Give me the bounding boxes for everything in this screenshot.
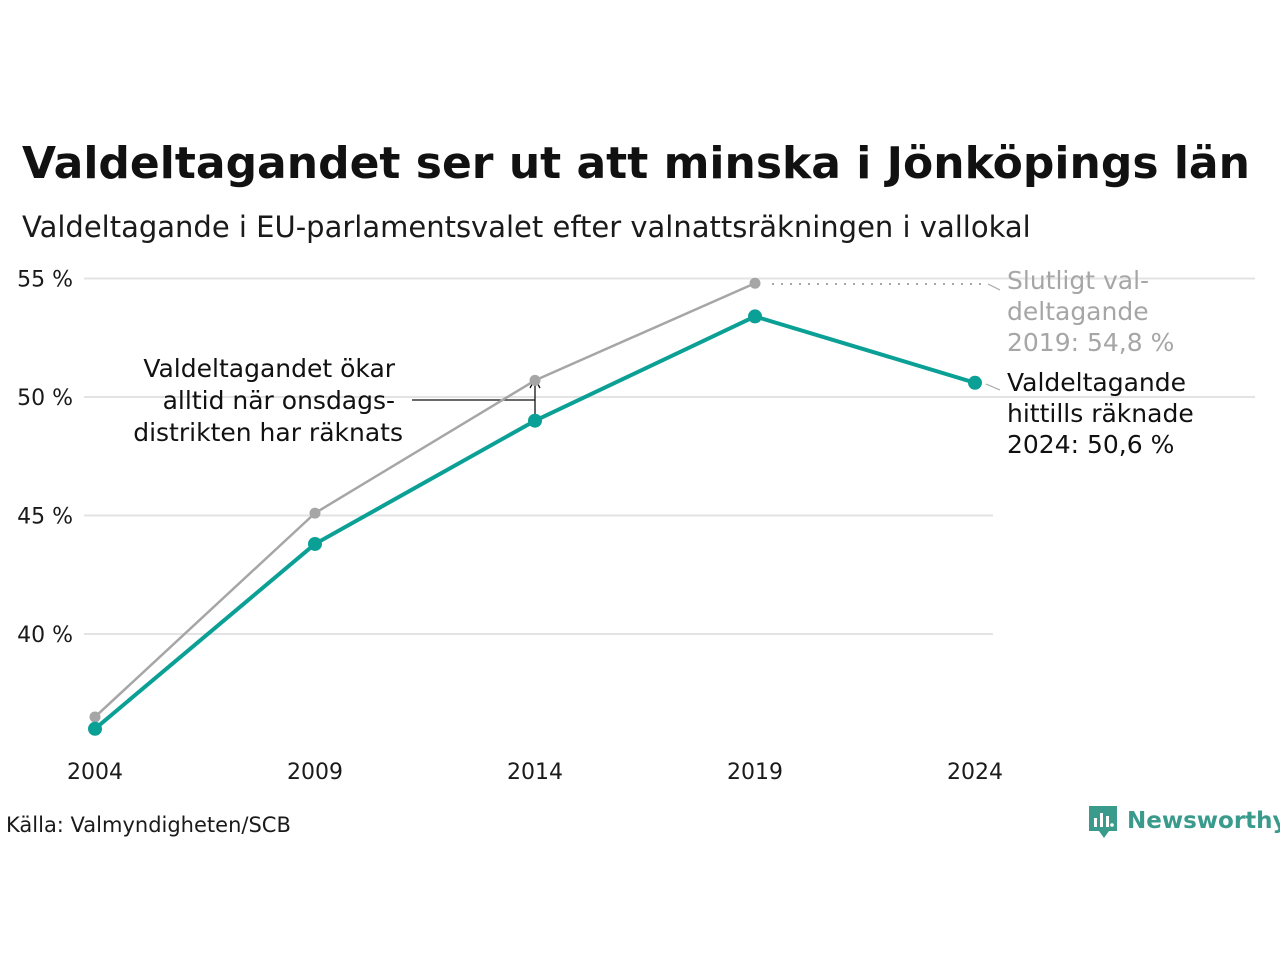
gridlines: [84, 277, 1255, 635]
source-note: Källa: Valmyndigheten/SCB: [6, 813, 291, 837]
y-axis-ticks: 55 % 50 % 45 % 40 %: [17, 268, 73, 649]
wednesday-note: Valdeltagandet ökar alltid när onsdags- …: [133, 354, 403, 447]
series-final-turnout: [89, 277, 761, 723]
data-point: [309, 507, 321, 519]
counted-2024-line: hittills räknade: [1007, 399, 1194, 428]
x-tick-label: 2009: [287, 760, 343, 785]
final-2019-line: 2019: 54,8 %: [1007, 328, 1174, 357]
data-point: [308, 536, 322, 551]
wednesday-note-line: distrikten har räknats: [133, 418, 403, 447]
wednesday-note-line: alltid när onsdags-: [163, 386, 395, 415]
y-tick-label: 50 %: [17, 386, 73, 411]
final-2019-line: deltagande: [1007, 297, 1149, 326]
data-point: [968, 375, 982, 390]
final-2019-tick-leader: [987, 283, 1001, 291]
series-layer: [88, 277, 982, 736]
chart-subtitle: Valdeltagande i EU-parlamentsvalet efter…: [22, 210, 1031, 244]
final-2019-line: Slutligt val-: [1007, 266, 1149, 295]
data-point: [748, 309, 762, 324]
series-counted-turnout: [88, 309, 982, 736]
x-tick-label: 2024: [947, 760, 1003, 785]
y-tick-label: 55 %: [17, 268, 73, 293]
data-point: [88, 721, 102, 736]
y-tick-label: 40 %: [17, 623, 73, 648]
series-line: [93, 281, 757, 719]
counted-2024-line: Valdeltagande: [1007, 368, 1186, 397]
brand-logo[interactable]: Newsworthy: [1089, 806, 1280, 838]
y-tick-label: 45 %: [17, 505, 73, 530]
counted-2024-line: 2024: 50,6 %: [1007, 430, 1174, 459]
counted-2024-leader: [985, 383, 1001, 391]
x-axis-ticks: 2004 2009 2014 2019 2024: [67, 760, 1003, 785]
data-point: [529, 374, 541, 386]
data-point: [89, 711, 101, 723]
chart-title: Valdeltagandet ser ut att minska i Jönkö…: [22, 138, 1250, 189]
wednesday-note-line: Valdeltagandet ökar: [143, 354, 395, 383]
brand-name: Newsworthy: [1127, 808, 1280, 834]
final-2019-label: Slutligt val- deltagande 2019: 54,8 %: [1007, 266, 1174, 357]
x-tick-label: 2014: [507, 760, 563, 785]
newsworthy-logo-icon: [1089, 806, 1117, 838]
data-point: [528, 413, 542, 428]
counted-2024-label: Valdeltagande hittills räknade 2024: 50,…: [1007, 368, 1202, 459]
x-tick-label: 2019: [727, 760, 783, 785]
data-point: [749, 277, 761, 289]
x-tick-label: 2004: [67, 760, 123, 785]
